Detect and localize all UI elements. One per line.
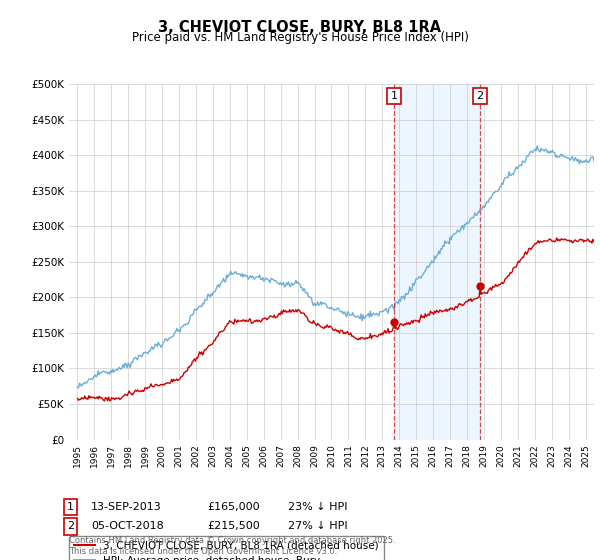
Text: 13-SEP-2013: 13-SEP-2013 (91, 502, 162, 512)
Text: Price paid vs. HM Land Registry's House Price Index (HPI): Price paid vs. HM Land Registry's House … (131, 31, 469, 44)
Text: Contains HM Land Registry data © Crown copyright and database right 2025.
This d: Contains HM Land Registry data © Crown c… (69, 536, 395, 556)
Text: 1: 1 (67, 502, 74, 512)
Bar (394, 84, 479, 440)
Text: 27% ↓ HPI: 27% ↓ HPI (288, 521, 347, 531)
Legend: 3, CHEVIOT CLOSE, BURY, BL8 1RA (detached house), HPI: Average price, detached h: 3, CHEVIOT CLOSE, BURY, BL8 1RA (detache… (69, 536, 384, 560)
Text: 3, CHEVIOT CLOSE, BURY, BL8 1RA: 3, CHEVIOT CLOSE, BURY, BL8 1RA (158, 20, 442, 35)
Text: 23% ↓ HPI: 23% ↓ HPI (288, 502, 347, 512)
Text: 1: 1 (391, 91, 398, 101)
Text: 05-OCT-2018: 05-OCT-2018 (91, 521, 164, 531)
Text: 2: 2 (476, 91, 483, 101)
Text: £165,000: £165,000 (207, 502, 260, 512)
Text: £215,500: £215,500 (207, 521, 260, 531)
Text: 2: 2 (67, 521, 74, 531)
